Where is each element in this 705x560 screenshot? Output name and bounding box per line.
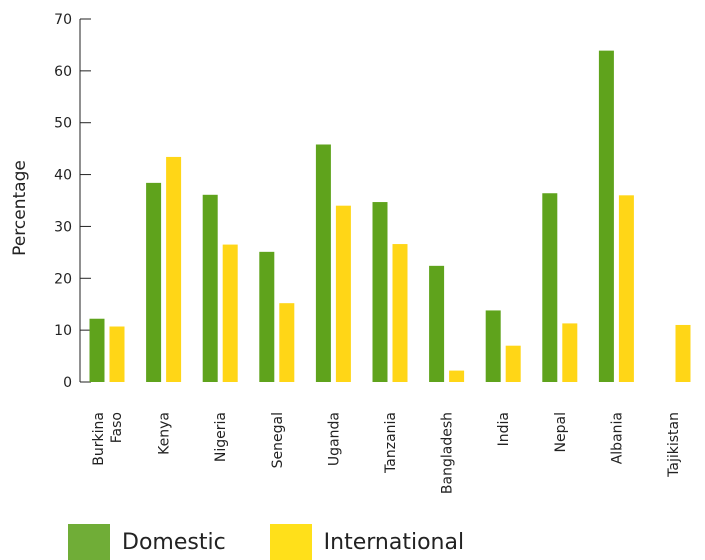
bar-international (618, 195, 634, 382)
bar-international (505, 345, 521, 382)
legend-item-international: International (269, 524, 465, 560)
bar-domestic (542, 193, 558, 382)
bars (89, 50, 691, 382)
x-tick-label: Tajikistan (666, 412, 682, 478)
bar-domestic (598, 50, 614, 382)
x-tick-label: Kenya (157, 412, 173, 455)
bar-domestic (372, 202, 388, 382)
y-tick-label: 60 (54, 64, 72, 80)
y-tick-label: 20 (54, 271, 72, 287)
bar-domestic (315, 144, 331, 382)
y-tick-label: 40 (54, 168, 72, 184)
x-tick-label: Burkina (91, 412, 107, 466)
bar-international (449, 370, 465, 382)
x-tick-label: Bangladesh (440, 412, 456, 494)
legend-item-domestic: Domestic (68, 524, 226, 560)
bar-international (675, 324, 691, 382)
y-tick-label: 70 (54, 12, 72, 28)
x-tick-label: Nigeria (213, 412, 229, 462)
bar-domestic (146, 182, 162, 382)
y-tick-label: 30 (54, 219, 72, 235)
x-tick-label: Faso (109, 412, 125, 443)
bar-international (166, 156, 182, 382)
bar-international (279, 303, 295, 382)
legend-swatch-domestic (68, 524, 110, 560)
y-tick-label: 0 (63, 375, 72, 391)
legend-label-domestic: Domestic (122, 529, 226, 555)
bar-international (109, 326, 125, 382)
x-tick-label: India (496, 412, 512, 446)
x-tick-label: Senegal (270, 412, 286, 468)
y-tick-label: 10 (54, 323, 72, 339)
bar-chart: 0 10 20 30 40 50 60 70 Burkina Faso Kenya Nigeria S… (10, 12, 691, 494)
y-axis: 0 10 20 30 40 50 60 70 (54, 12, 91, 391)
bar-domestic (89, 318, 105, 382)
bar-international (222, 244, 238, 382)
x-tick-label: Albania (609, 412, 625, 464)
x-axis-labels: Burkina Faso Kenya Nigeria Senegal Uganda Tanz… (91, 412, 682, 494)
legend: Domestic International (68, 524, 508, 560)
x-tick-label: Uganda (326, 412, 342, 466)
x-tick-label: Nepal (553, 412, 569, 452)
bar-domestic (202, 194, 218, 382)
bar-domestic (259, 251, 275, 382)
legend-swatch-international (269, 524, 312, 560)
bar-international (335, 205, 351, 382)
y-axis-label: Percentage (10, 160, 30, 256)
x-tick-label: Tanzania (383, 412, 399, 474)
legend-label-international: International (323, 529, 465, 555)
bar-international (562, 323, 578, 382)
y-tick-label: 50 (54, 116, 72, 132)
bar-international (392, 244, 408, 382)
bar-domestic (485, 310, 501, 382)
bar-domestic (429, 265, 445, 382)
